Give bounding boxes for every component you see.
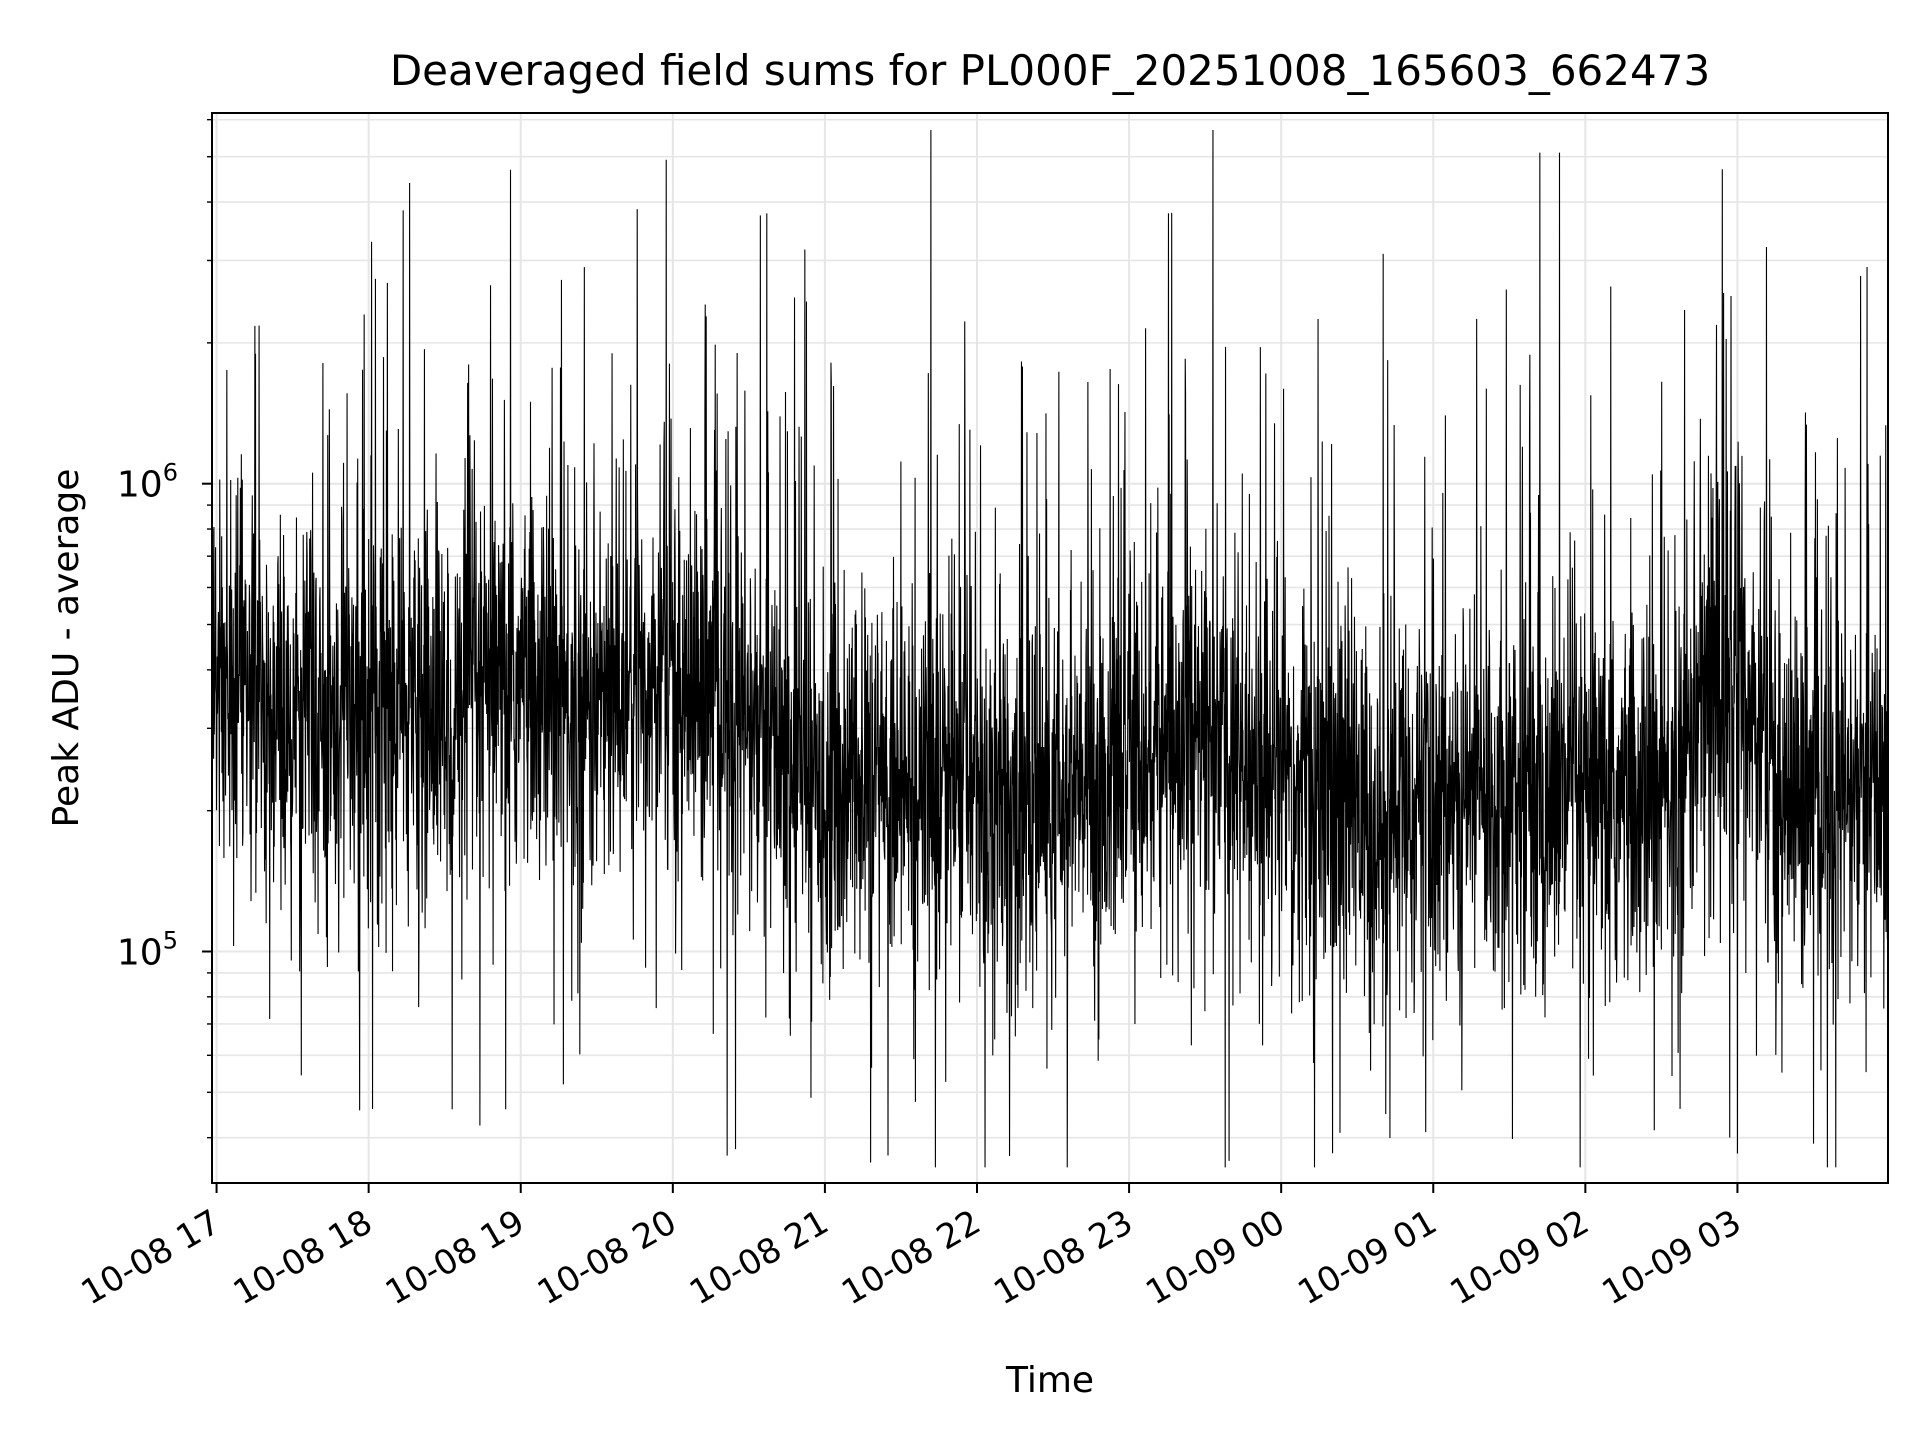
x-axis-label: Time (1005, 1360, 1094, 1401)
chart-title: Deaveraged field sums for PL000F_2025100… (390, 46, 1710, 95)
y-tick-base: 10 (117, 465, 163, 506)
plot-frame (211, 112, 1889, 1184)
y-tick-base: 10 (117, 933, 163, 974)
y-tick-label: 105 (117, 927, 178, 974)
y-tick-label: 106 (117, 459, 178, 506)
series-layer (211, 129, 1889, 1168)
series-line (211, 129, 1889, 1168)
y-tick-exponent: 6 (163, 459, 178, 487)
y-tick-exponent: 5 (163, 927, 178, 955)
y-axis-label: Peak ADU - average (46, 469, 87, 828)
